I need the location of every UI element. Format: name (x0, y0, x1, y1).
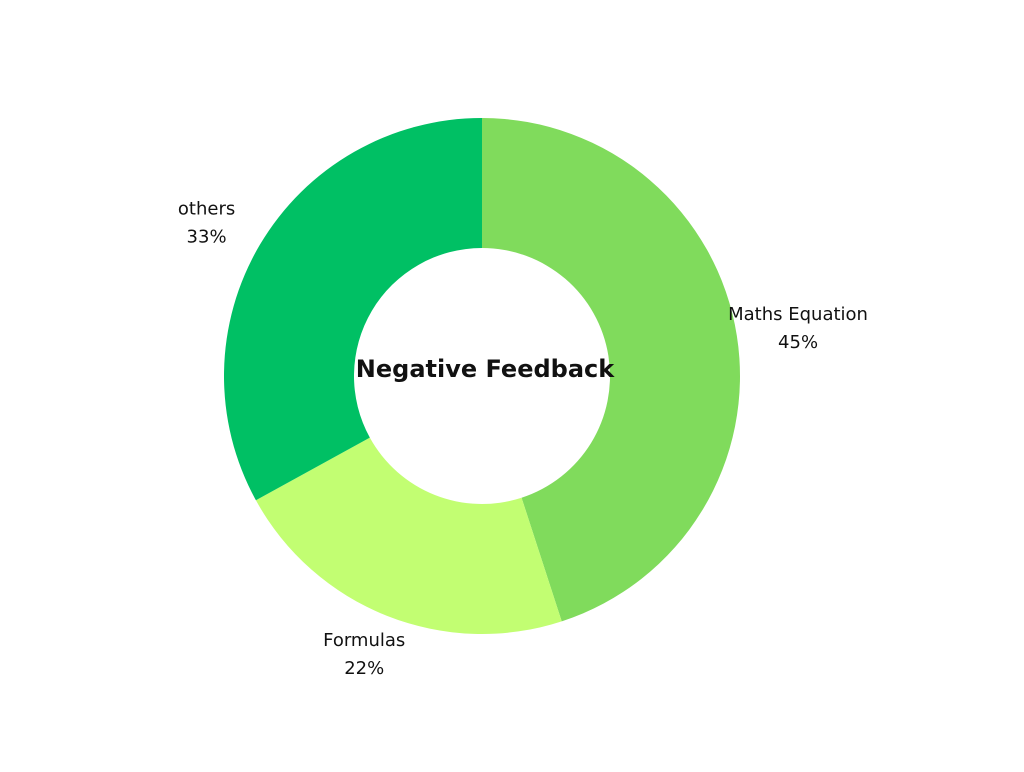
donut-slice (255, 437, 562, 634)
slice-label: others (178, 198, 235, 219)
slice-value-label: 22% (344, 658, 384, 679)
donut-slice (224, 118, 482, 501)
slice-label: Formulas (323, 630, 405, 651)
slice-value-label: 33% (187, 226, 227, 247)
slice-value-label: 45% (778, 332, 818, 353)
chart-title: Negative Feedback (356, 355, 615, 383)
slice-label: Maths Equation (728, 304, 868, 325)
donut-slice (482, 118, 740, 622)
